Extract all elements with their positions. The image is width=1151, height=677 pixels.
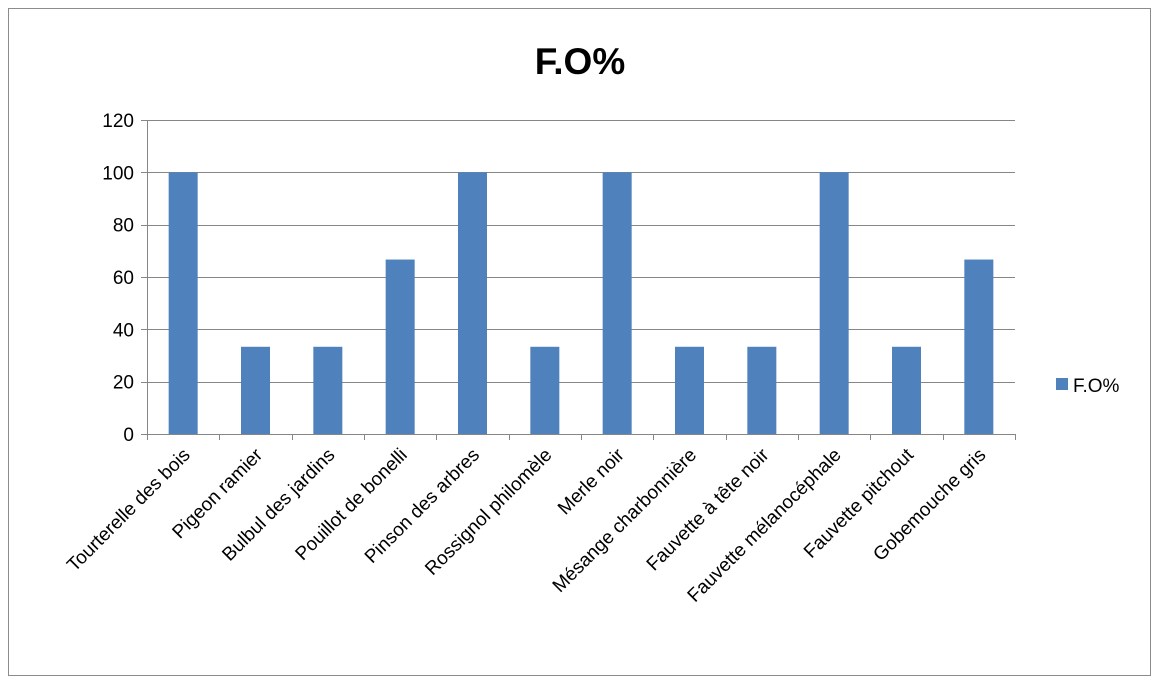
bar xyxy=(964,259,994,434)
legend: F.O% xyxy=(1056,376,1120,397)
axes xyxy=(141,120,1016,440)
bar xyxy=(602,172,632,435)
legend-swatch xyxy=(1056,378,1068,390)
bar xyxy=(747,346,777,434)
bar xyxy=(892,346,921,434)
chart-title: F.O% xyxy=(535,41,625,82)
bar xyxy=(241,346,270,434)
y-tick-label: 60 xyxy=(113,268,134,289)
y-tick-labels: 0 20 40 60 80 100 120 xyxy=(102,111,134,446)
bar xyxy=(819,172,849,435)
y-tick-label: 0 xyxy=(123,425,134,446)
y-tick-label: 20 xyxy=(113,373,134,394)
bar xyxy=(313,346,343,434)
bar xyxy=(675,346,704,434)
bar xyxy=(385,259,415,434)
y-tick-label: 80 xyxy=(113,216,134,237)
bar xyxy=(530,346,560,434)
y-tick-label: 40 xyxy=(113,320,134,341)
bar xyxy=(458,172,487,435)
legend-label: F.O% xyxy=(1073,376,1120,397)
bars xyxy=(168,172,994,435)
gridlines xyxy=(147,120,1015,383)
y-tick-label: 100 xyxy=(102,163,134,184)
chart-border xyxy=(8,8,1151,676)
y-tick-label: 120 xyxy=(102,111,134,132)
bar xyxy=(168,172,198,435)
